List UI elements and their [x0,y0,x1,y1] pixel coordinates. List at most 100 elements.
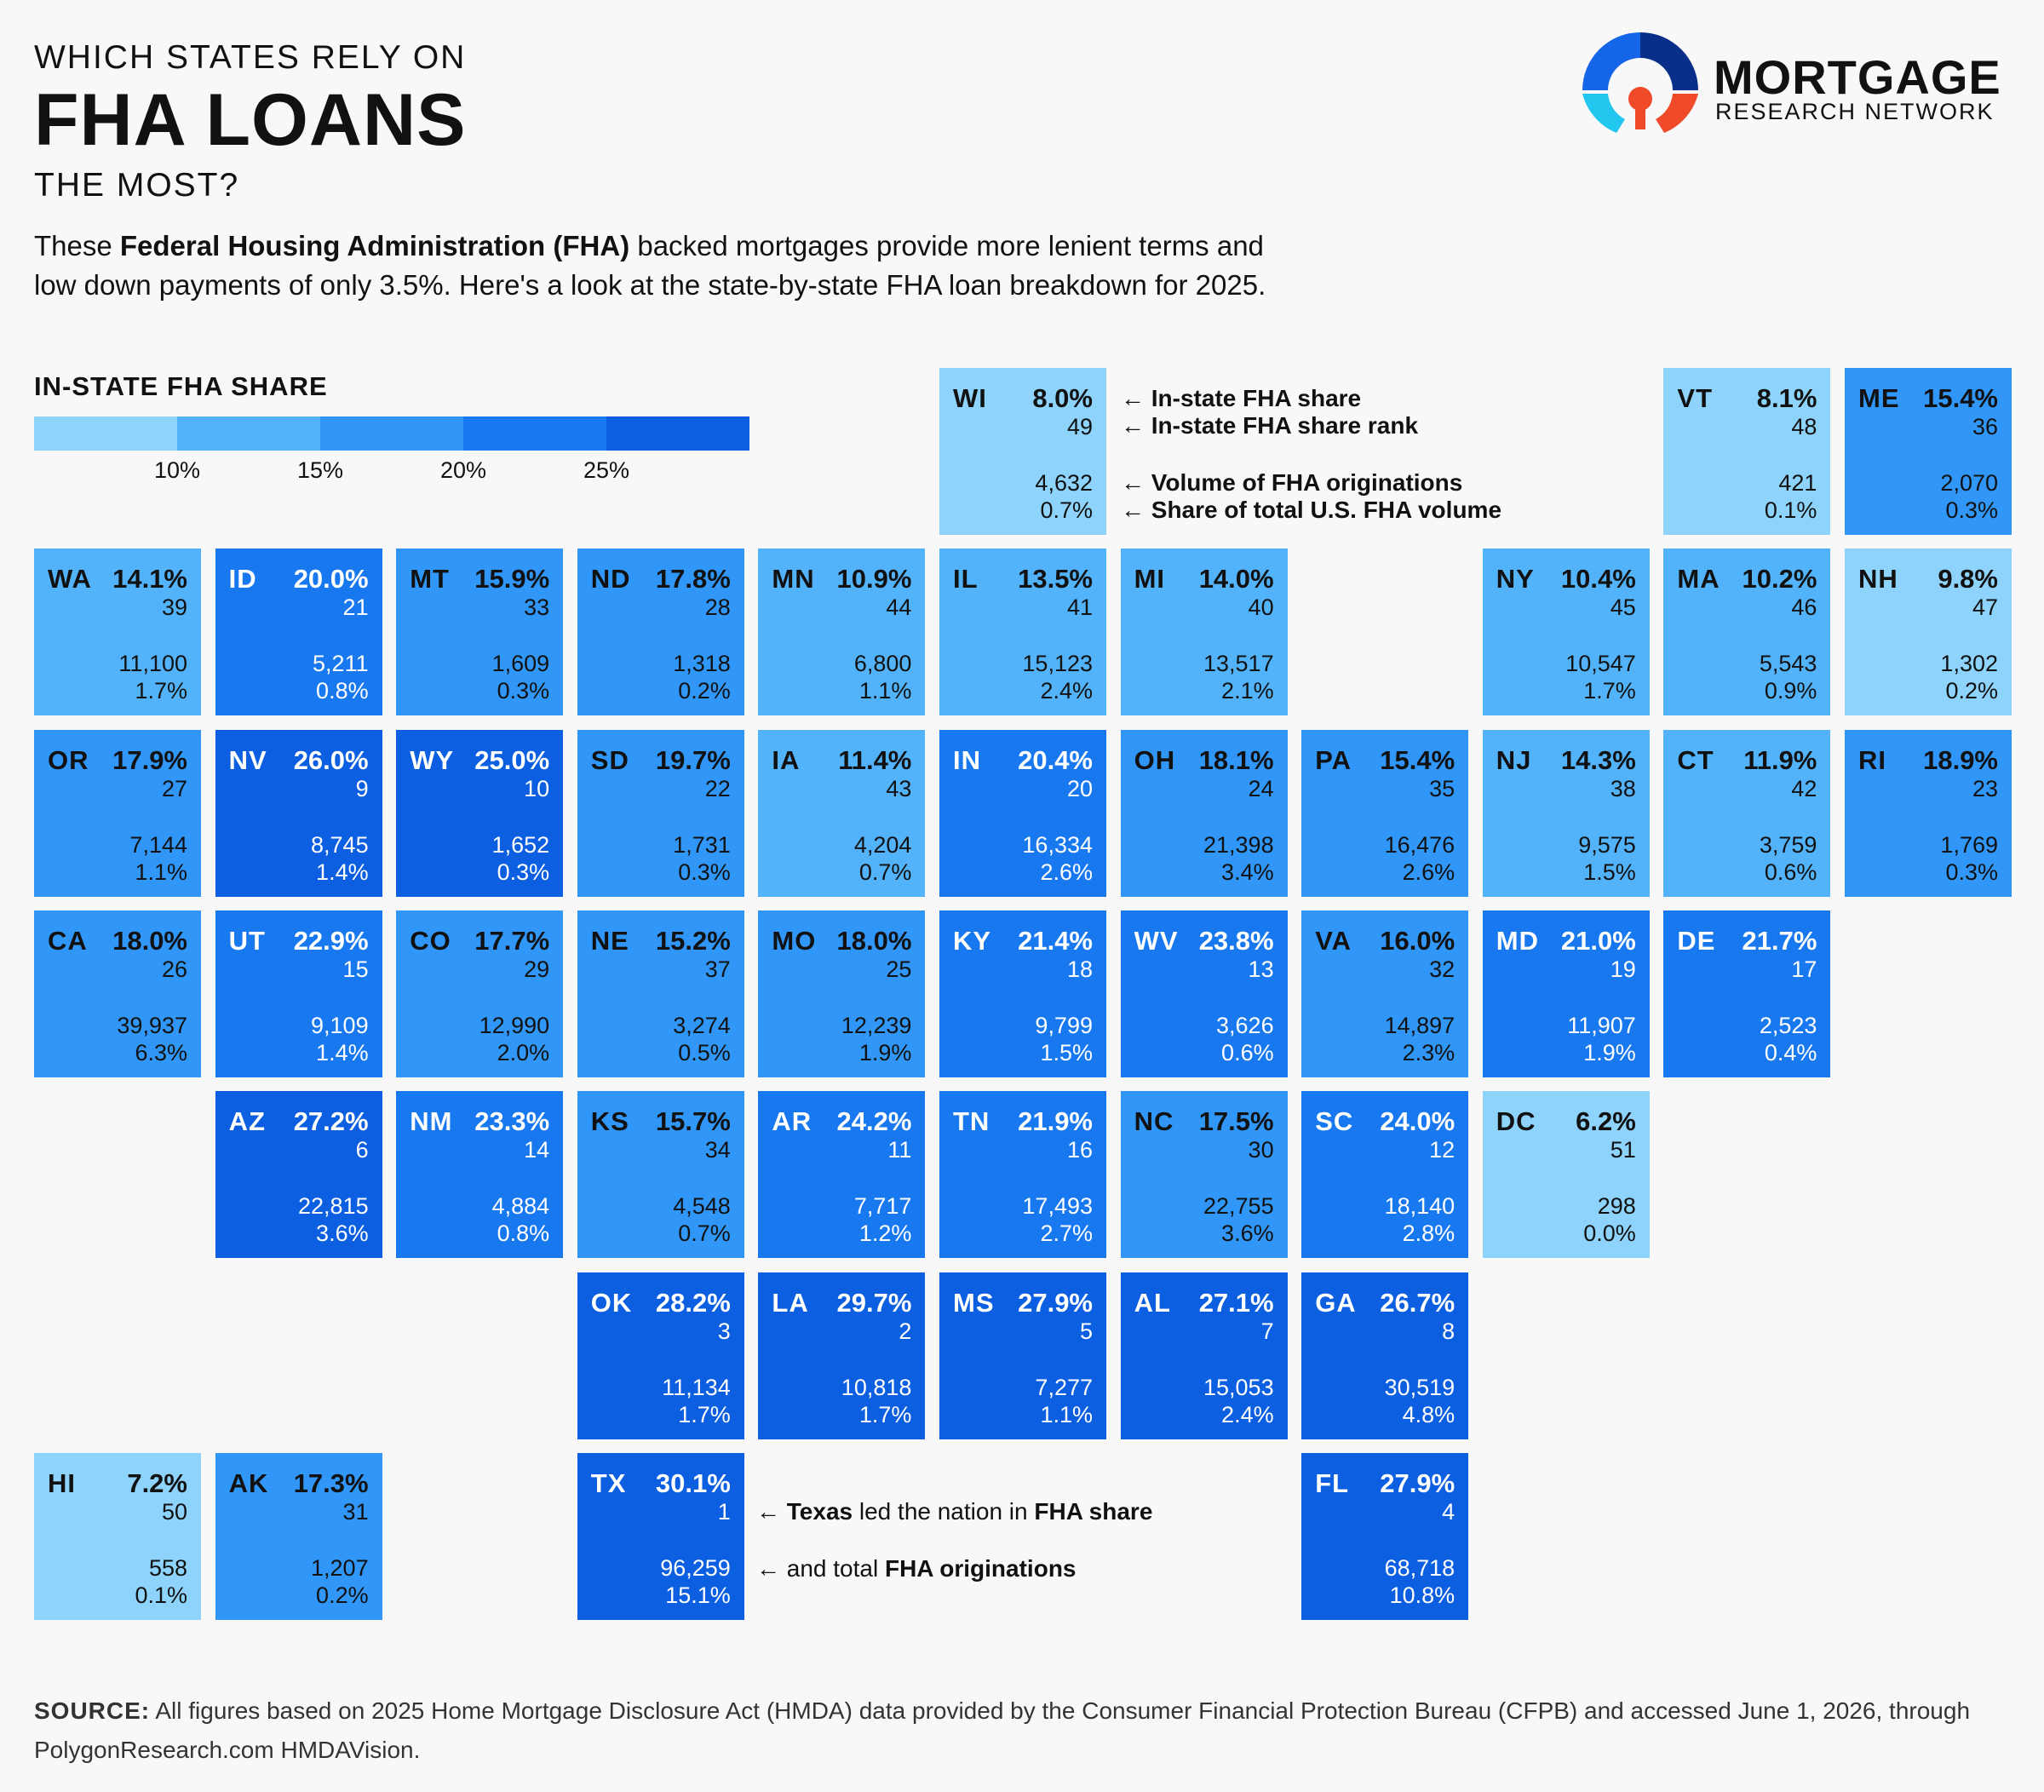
state-tile-id: ID 20.0% 21 5,211 0.8% [215,549,382,716]
state-share: 20.4% [1018,744,1093,775]
state-rank: 21 [342,594,369,621]
state-abbr: TX [590,1467,627,1498]
state-total-share: 0.7% [1040,497,1093,523]
state-rank: 23 [1972,775,1998,801]
state-total-share: 0.3% [497,859,550,885]
state-total-share: 2.6% [1402,859,1455,885]
state-rank: 11 [887,1137,912,1163]
state-tile-de: DE 21.7% 17 2,523 0.4% [1663,910,1831,1077]
state-tile-ak: AK 17.3% 31 1,207 0.2% [215,1452,382,1620]
state-share: 14.0% [1198,564,1274,594]
state-tile-md: MD 21.0% 19 11,907 1.9% [1482,910,1650,1077]
state-share: 21.0% [1560,925,1636,956]
state-rank: 15 [342,956,369,982]
state-volume: 1,609 [491,651,550,677]
state-abbr: KY [953,925,992,956]
state-rank: 18 [1066,956,1093,982]
state-rank: 33 [524,594,550,621]
state-abbr: DC [1496,1106,1536,1137]
state-volume: 16,334 [1022,831,1093,858]
state-volume: 12,990 [479,1012,550,1038]
state-share: 15.9% [474,564,550,594]
state-abbr: WV [1134,925,1179,956]
state-share: 8.0% [1032,383,1093,413]
logo [1582,32,1698,133]
state-total-share: 1.9% [858,1039,912,1065]
state-volume: 39,937 [117,1012,187,1038]
state-share: 15.7% [655,1106,731,1137]
state-tile-vt: VT 8.1% 48 421 0.1% [1663,368,1831,535]
state-total-share: 1.1% [858,678,912,704]
state-volume: 4,884 [491,1193,550,1220]
state-share: 15.4% [1380,744,1455,775]
state-share: 10.4% [1560,564,1636,594]
state-volume: 10,547 [1565,651,1636,677]
state-abbr: NJ [1496,744,1532,775]
state-tile-mt: MT 15.9% 33 1,609 0.3% [396,549,564,716]
key-volume-label: ← Volume of FHA originations [1121,469,1463,496]
state-rank: 19 [1610,956,1636,982]
state-abbr: RI [1858,744,1886,775]
state-total-share: 0.1% [135,1582,187,1608]
state-volume: 21,398 [1203,831,1274,858]
state-tile-ut: UT 22.9% 15 9,109 1.4% [215,910,382,1077]
state-tile-wi: WI 8.0% 49 4,632 0.7% [939,368,1106,535]
state-volume: 1,769 [1940,831,1998,858]
state-total-share: 0.7% [858,859,912,885]
state-tile-wa: WA 14.1% 39 11,100 1.7% [34,549,201,716]
state-tile-il: IL 13.5% 41 15,123 2.4% [939,549,1106,716]
state-abbr: CA [48,925,88,956]
state-tile-in: IN 20.4% 20 16,334 2.6% [939,729,1106,897]
state-abbr: IL [953,564,979,594]
state-total-share: 2.8% [1402,1221,1455,1247]
state-total-share: 0.3% [497,678,550,704]
state-tile-ok: OK 28.2% 3 11,134 1.7% [577,1272,744,1439]
state-rank: 12 [1429,1137,1455,1163]
state-volume: 30,519 [1384,1374,1455,1400]
state-total-share: 1.9% [1583,1039,1636,1065]
state-rank: 2 [899,1318,912,1344]
state-total-share: 1.7% [678,1401,731,1427]
state-total-share: 0.1% [1764,497,1817,523]
state-tile-me: ME 15.4% 36 2,070 0.3% [1845,368,2012,535]
state-share: 18.1% [1198,744,1274,775]
state-share: 21.7% [1742,925,1817,956]
state-abbr: NC [1134,1106,1174,1137]
state-abbr: HI [48,1467,76,1498]
state-abbr: FL [1315,1467,1350,1498]
state-total-share: 10.8% [1389,1582,1455,1608]
state-volume: 1,731 [673,831,731,858]
state-share: 24.2% [836,1106,912,1137]
state-total-share: 0.3% [1945,497,1998,523]
state-tile-sc: SC 24.0% 12 18,140 2.8% [1301,1091,1469,1259]
state-abbr: MT [410,564,450,594]
state-tile-ca: CA 18.0% 26 39,937 6.3% [34,910,201,1077]
state-rank: 32 [1429,956,1455,982]
state-abbr: VT [1677,383,1714,413]
state-rank: 24 [1248,775,1274,801]
state-volume: 18,140 [1384,1193,1455,1220]
state-share: 10.9% [836,564,912,594]
state-share: 17.3% [293,1467,369,1498]
state-abbr: WI [953,383,987,413]
state-total-share: 1.5% [1040,1039,1093,1065]
state-rank: 51 [1610,1137,1636,1163]
state-rank: 42 [1791,775,1817,801]
state-rank: 38 [1610,775,1636,801]
state-tile-mo: MO 18.0% 25 12,239 1.9% [758,910,926,1077]
state-tile-ny: NY 10.4% 45 10,547 1.7% [1482,549,1650,716]
legend-tick-label: 20% [439,457,487,483]
state-total-share: 1.7% [135,678,187,704]
state-volume: 96,259 [660,1554,731,1581]
source-note: SOURCE: All figures based on 2025 Home M… [34,1697,1971,1763]
state-volume: 22,815 [298,1193,369,1220]
state-volume: 4,204 [853,831,912,858]
state-volume: 16,476 [1384,831,1455,858]
state-abbr: AZ [228,1106,266,1137]
state-volume: 11,907 [1567,1012,1636,1038]
state-share: 28.2% [655,1287,731,1318]
state-share: 24.0% [1380,1106,1455,1137]
state-share: 21.4% [1018,925,1093,956]
legend-color-scale [34,416,749,451]
state-share: 8.1% [1756,383,1817,413]
